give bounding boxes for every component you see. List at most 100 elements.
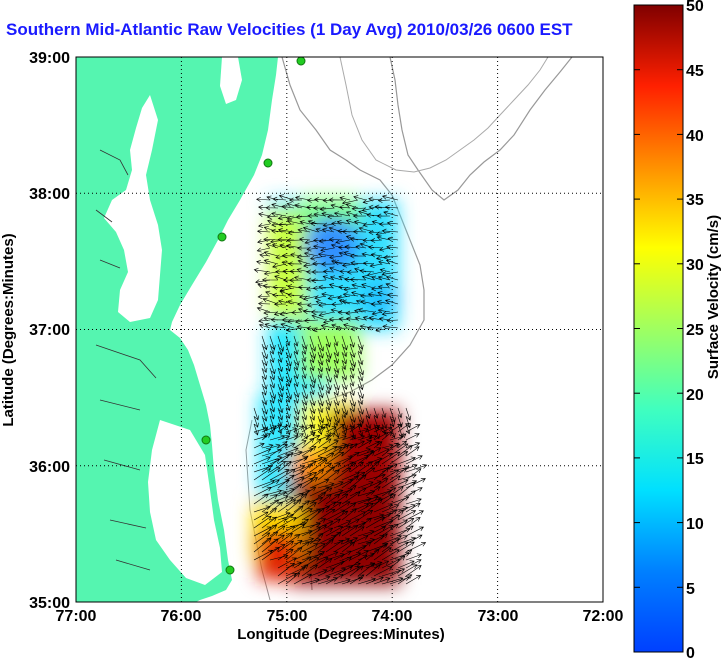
velocity-arrow [317, 501, 337, 513]
velocity-arrow [325, 446, 343, 457]
velocity-arrow [325, 367, 332, 383]
velocity-arrow [311, 269, 327, 275]
velocity-arrow [341, 375, 348, 391]
velocity-arrow [278, 299, 295, 305]
velocity-arrow [362, 315, 375, 321]
velocity-arrow [321, 292, 335, 298]
velocity-arrow [285, 483, 303, 497]
bathymetry-contour-mid [339, 57, 549, 173]
velocity-arrow [256, 197, 271, 202]
velocity-arrow [285, 470, 305, 481]
velocity-arrow [349, 399, 356, 413]
velocity-arrow [285, 383, 293, 400]
velocity-arrow [385, 259, 399, 265]
velocity-arrow [341, 443, 358, 457]
velocity-arrow [331, 301, 343, 307]
velocity-arrow [279, 243, 295, 249]
velocity-arrow [377, 284, 391, 290]
velocity-arrow [277, 237, 295, 243]
velocity-arrow [317, 452, 335, 465]
velocity-arrow [397, 481, 416, 497]
velocity-arrow [311, 278, 327, 284]
velocity-arrow [301, 391, 308, 406]
velocity-arrow [357, 375, 364, 391]
velocity-arrow [376, 235, 391, 241]
velocity-arrow [349, 565, 364, 577]
velocity-arrow [317, 252, 335, 258]
velocity-arrow [381, 509, 398, 521]
velocity-arrow [357, 461, 374, 473]
velocity-arrow [373, 542, 389, 553]
velocity-arrow [329, 275, 343, 281]
colorbar-tick-label: 45 [686, 63, 704, 80]
chart-title: Southern Mid-Atlantic Raw Velocities (1 … [6, 20, 573, 39]
velocity-arrow [277, 375, 285, 392]
velocity-arrow [359, 268, 375, 274]
velocity-arrow [357, 407, 365, 424]
velocity-arrow [338, 205, 351, 210]
velocity-arrow [349, 367, 355, 379]
velocity-arrow [313, 212, 327, 218]
velocity-arrow [293, 440, 307, 449]
velocity-arrow [397, 463, 418, 473]
velocity-arrow [381, 538, 400, 553]
velocity-arrow [355, 299, 367, 305]
velocity-arrow [263, 237, 279, 242]
velocity-arrow [309, 255, 327, 261]
velocity-arrow [325, 335, 331, 348]
velocity-arrow [350, 260, 367, 266]
velocity-arrow [386, 220, 399, 226]
velocity-arrow [386, 292, 399, 298]
velocity-arrow [255, 279, 271, 285]
velocity-arrow [317, 558, 333, 569]
velocity-arrow [333, 211, 351, 217]
velocity-arrow [373, 503, 393, 513]
radar-station-marker [296, 57, 306, 66]
velocity-arrow [353, 308, 367, 314]
velocity-arrow [297, 259, 311, 265]
velocity-arrow [322, 275, 335, 281]
velocity-arrow [376, 213, 391, 219]
velocity-arrow [378, 221, 391, 227]
velocity-arrow [277, 513, 295, 521]
velocity-arrow [373, 493, 393, 505]
velocity-arrow [301, 543, 319, 553]
velocity-arrow [357, 562, 376, 577]
velocity-arrow [277, 525, 296, 537]
velocity-arrow [253, 448, 272, 457]
velocity-arrow [381, 442, 399, 457]
velocity-arrow [273, 301, 287, 307]
velocity-arrow [309, 383, 315, 396]
velocity-arrow [318, 238, 335, 244]
velocity-arrow [333, 407, 341, 424]
velocity-arrow [277, 496, 294, 505]
velocity-arrow [253, 486, 272, 497]
velocity-arrow [329, 254, 343, 260]
velocity-arrow [261, 383, 267, 396]
velocity-arrow [301, 424, 314, 433]
velocity-arrow [389, 467, 408, 481]
velocity-arrow [405, 502, 421, 513]
velocity-arrow [397, 574, 413, 585]
velocity-arrow [277, 460, 292, 473]
velocity-arrow [333, 540, 353, 553]
velocity-arrow [325, 451, 345, 465]
velocity-arrow [389, 443, 409, 457]
velocity-arrow [370, 252, 383, 258]
velocity-arrow [349, 511, 367, 521]
velocity-arrow [349, 550, 369, 561]
velocity-arrow [293, 463, 313, 473]
velocity-arrow [256, 259, 271, 265]
velocity-arrow [301, 557, 320, 569]
velocity-arrow [325, 399, 331, 411]
velocity-arrow [343, 286, 359, 292]
velocity-arrow [301, 335, 308, 350]
velocity-arrow [381, 487, 397, 497]
velocity-arrow [373, 423, 381, 440]
velocity-arrow [333, 375, 340, 391]
velocity-arrow [309, 459, 328, 473]
velocity-arrow [383, 254, 399, 260]
velocity-arrow [373, 566, 393, 577]
velocity-arrow [381, 549, 400, 561]
plot-frame [75, 56, 604, 603]
